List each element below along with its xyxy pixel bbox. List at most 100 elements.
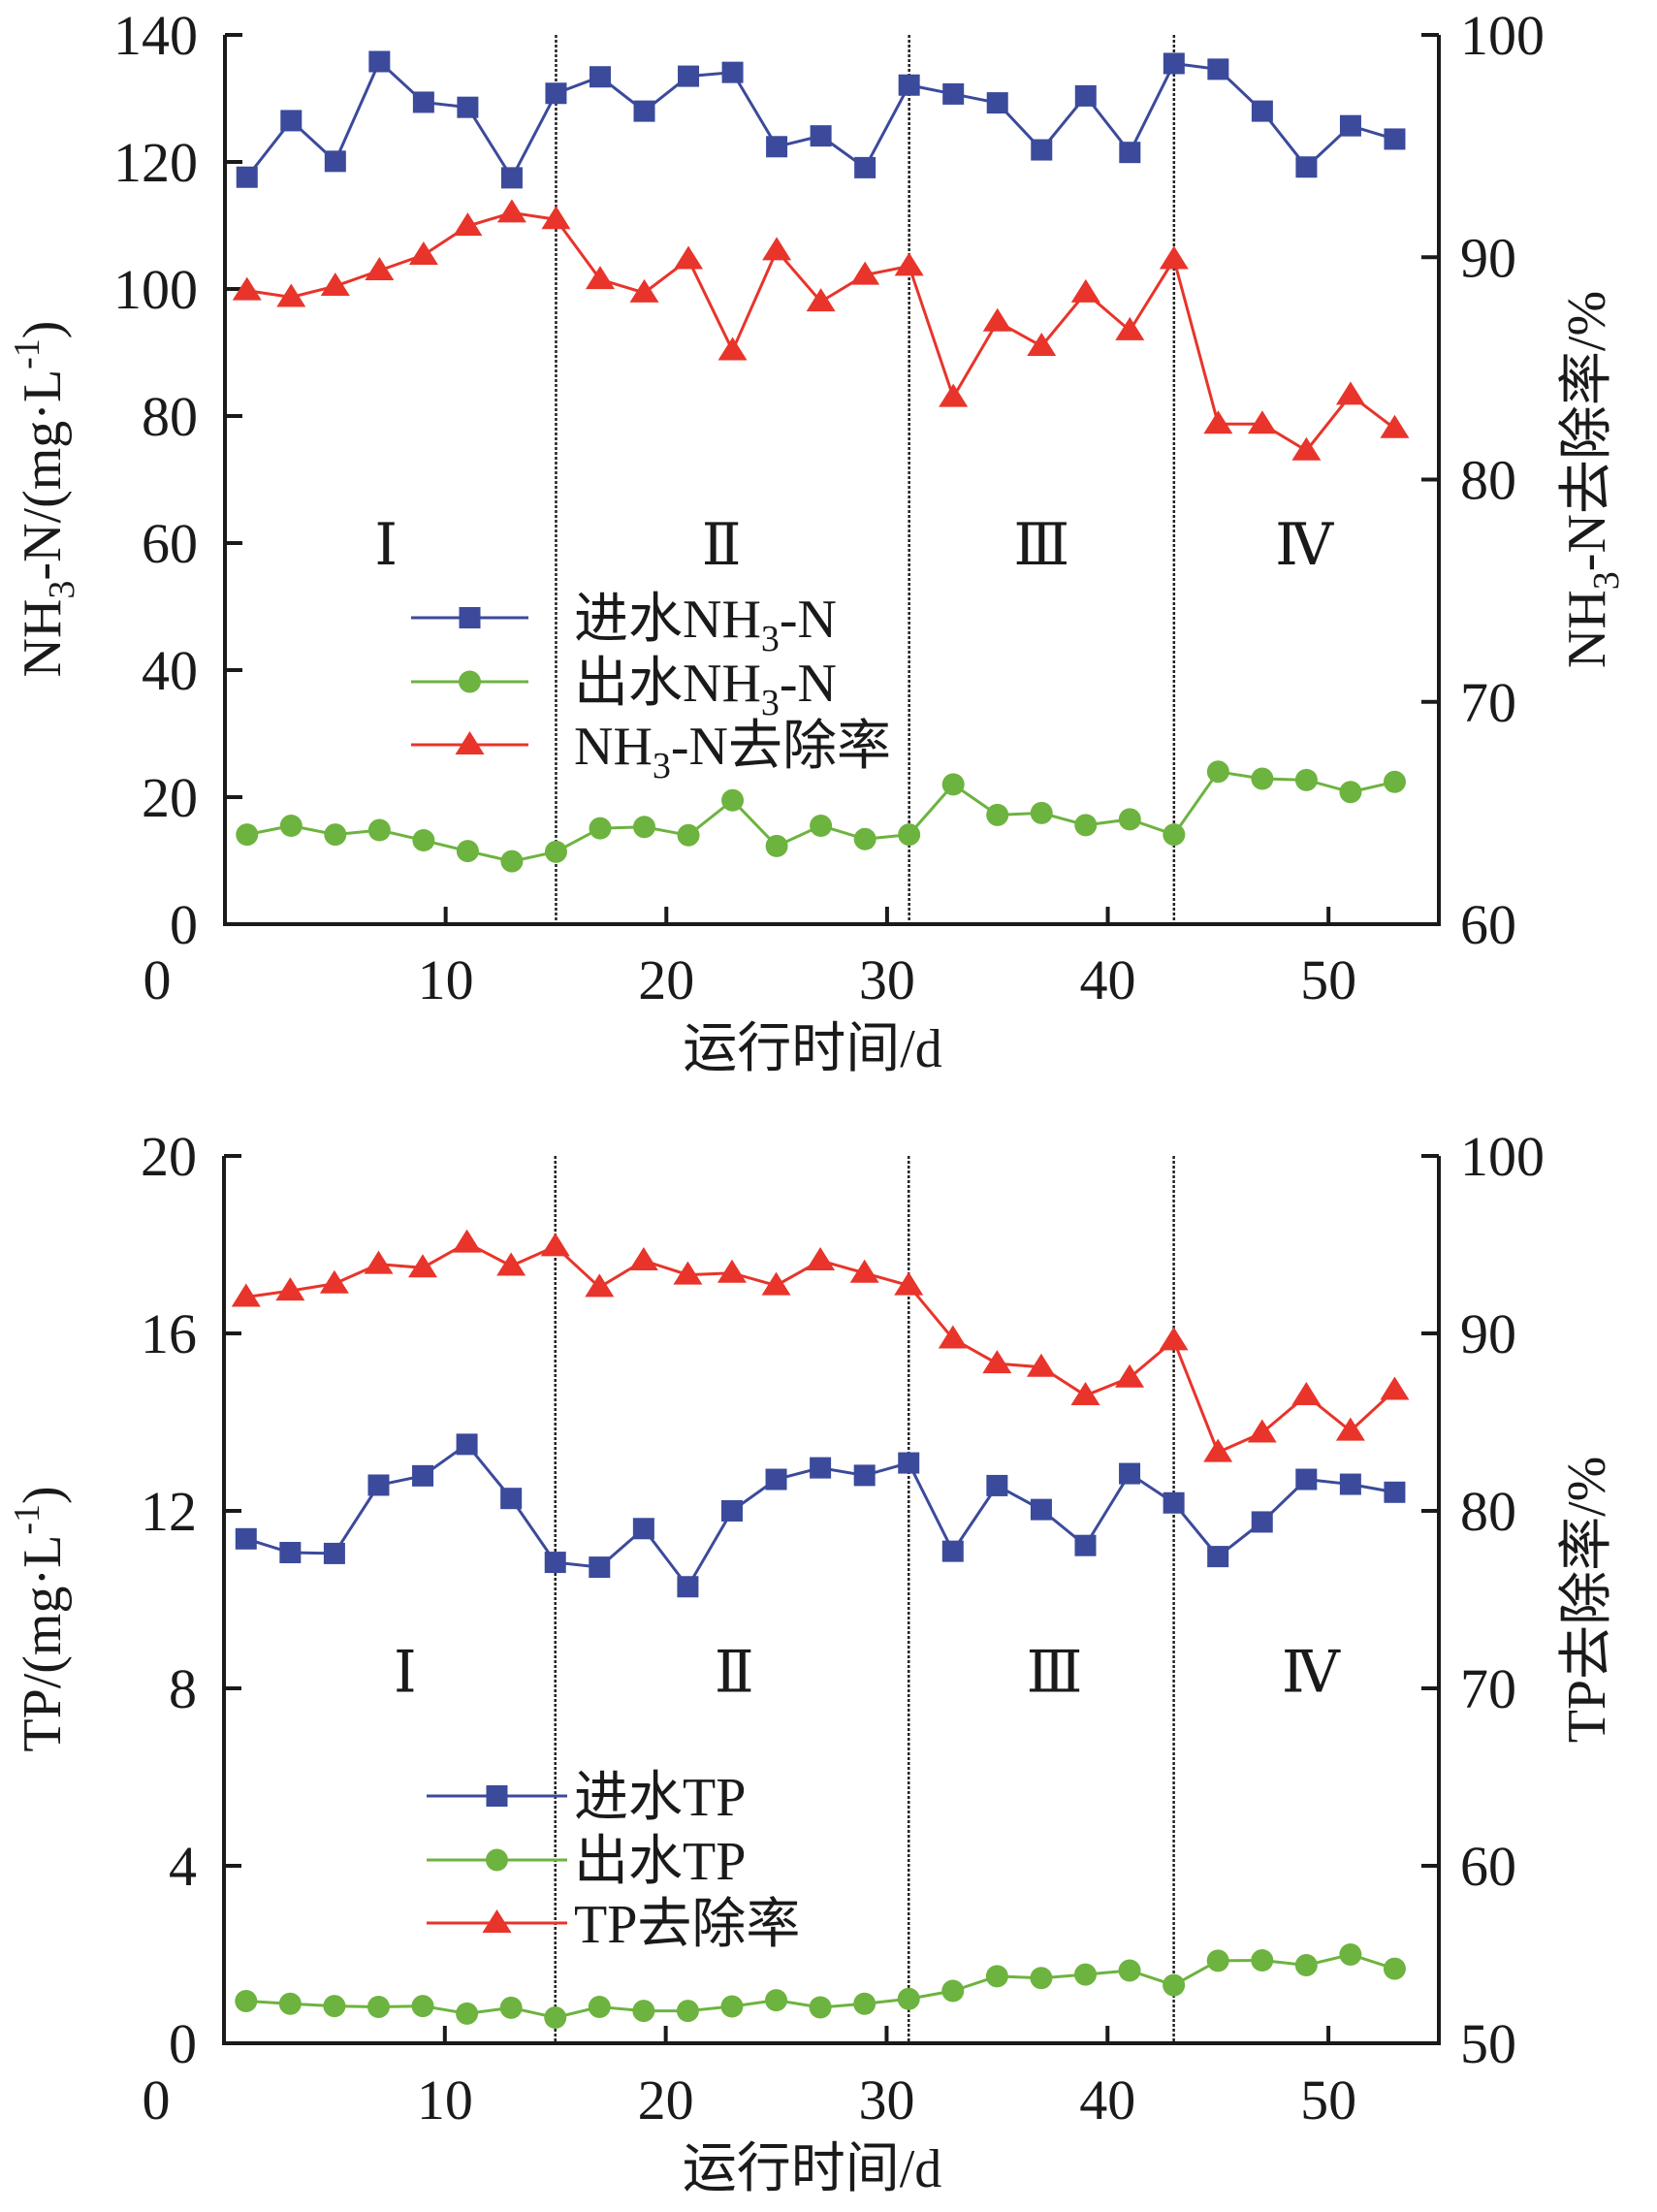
legend-marker [482, 1909, 512, 1933]
data-point [628, 1246, 658, 1270]
data-point [676, 2000, 699, 2023]
data-point [1163, 1491, 1185, 1514]
data-point [1339, 114, 1361, 137]
y-axis-title: TP/(mg·L-1) [7, 1486, 73, 1751]
data-point [544, 840, 567, 863]
data-point [1380, 1376, 1410, 1400]
legend-label-pre: TP去除率 [574, 1895, 800, 1955]
data-point [1115, 316, 1145, 340]
y-axis-title-base: TP/(mg·L [13, 1535, 73, 1752]
data-point [1247, 410, 1277, 434]
y-axis-title-base: NH [13, 599, 73, 678]
phase-label: Ⅳ [1282, 1641, 1341, 1705]
data-point [986, 92, 1008, 114]
data-point [809, 1996, 832, 2019]
data-point [1247, 1419, 1277, 1443]
x-tick-label: 30 [858, 2068, 914, 2132]
data-point [278, 1992, 302, 2015]
x-axis-title: 运行时间/d [683, 1019, 942, 1079]
data-point [761, 1271, 791, 1296]
series-triangle [232, 199, 1410, 461]
y2-tick-label: 80 [1460, 1480, 1516, 1543]
data-point [323, 1995, 346, 2018]
y2-tick-label: 60 [1460, 893, 1516, 956]
y-tick-label: 140 [113, 4, 198, 67]
data-point [545, 82, 567, 105]
data-point [1384, 1481, 1406, 1503]
y-axis-title-rest: -N/(mg·L [13, 369, 73, 581]
y2-tick-label: 100 [1460, 4, 1545, 67]
data-point [1070, 278, 1100, 303]
data-point [810, 125, 832, 147]
y-tick-label: 0 [169, 2012, 197, 2075]
y-axis-title-sup: -1 [7, 338, 48, 369]
legend-label: 出水NH3-N [574, 654, 837, 723]
legend-label: 进水TP [574, 1768, 746, 1828]
legend-marker [459, 670, 481, 693]
y-axis-title: NH3-N/(mg·L-1) [7, 321, 82, 678]
y-tick-label: 40 [142, 639, 198, 702]
data-point [279, 814, 303, 837]
data-point [762, 237, 792, 261]
data-point [765, 1989, 788, 2012]
data-point [589, 66, 611, 88]
data-point [985, 1965, 1008, 1988]
y2-axis-title-rest: -N去除率/% [1557, 291, 1617, 571]
legend-marker [459, 607, 481, 628]
data-point [500, 850, 524, 873]
x-tick-label: 0 [143, 948, 172, 1011]
x-tick-label: 0 [143, 2068, 171, 2132]
series-line [246, 210, 1396, 453]
x-tick-label: 10 [418, 948, 474, 1011]
data-point [1335, 381, 1365, 405]
data-point [938, 1325, 968, 1349]
legend-marker [455, 731, 485, 754]
data-point [720, 1995, 744, 2018]
legend-label: 出水TP [574, 1832, 746, 1892]
data-point [1073, 1963, 1097, 1986]
data-point [279, 1542, 302, 1564]
data-point [276, 283, 306, 307]
phase-label: Ⅰ [394, 1641, 417, 1705]
data-point [1203, 1438, 1233, 1462]
data-point [280, 110, 303, 132]
data-point [1294, 1953, 1318, 1976]
data-point [806, 1246, 836, 1270]
data-point [544, 1552, 566, 1574]
data-point [235, 1990, 258, 2013]
legend-label-sub: 3 [653, 746, 671, 786]
data-point [232, 276, 262, 301]
data-point [720, 1500, 743, 1522]
data-point [810, 814, 833, 837]
legend-label: TP去除率 [574, 1895, 800, 1955]
data-point [1030, 1498, 1052, 1521]
phase-label: Ⅲ [1013, 513, 1069, 577]
data-point [412, 829, 435, 852]
data-point [1384, 128, 1406, 150]
data-point [632, 1518, 654, 1540]
data-point [1030, 801, 1053, 824]
series-circle [236, 760, 1406, 873]
y-tick-label: 8 [169, 1657, 197, 1720]
y-tick-label: 4 [169, 1835, 197, 1898]
data-point [854, 156, 876, 178]
data-point [1251, 767, 1274, 790]
data-point [853, 1464, 876, 1487]
data-point [319, 1269, 349, 1294]
y-tick-label: 12 [141, 1480, 197, 1543]
y2-tick-label: 80 [1460, 449, 1516, 512]
data-point [673, 1261, 703, 1285]
phase-label: Ⅲ [1027, 1641, 1083, 1705]
data-point [585, 1273, 615, 1298]
data-point [231, 1283, 261, 1307]
data-point [366, 1995, 390, 2018]
data-point [765, 1468, 787, 1491]
data-point [496, 199, 526, 223]
data-point [765, 834, 788, 857]
data-point [540, 1233, 570, 1257]
data-point [1383, 1957, 1406, 1980]
data-point [324, 150, 346, 173]
legend-label-post: -N [780, 590, 837, 650]
data-point [629, 278, 659, 303]
